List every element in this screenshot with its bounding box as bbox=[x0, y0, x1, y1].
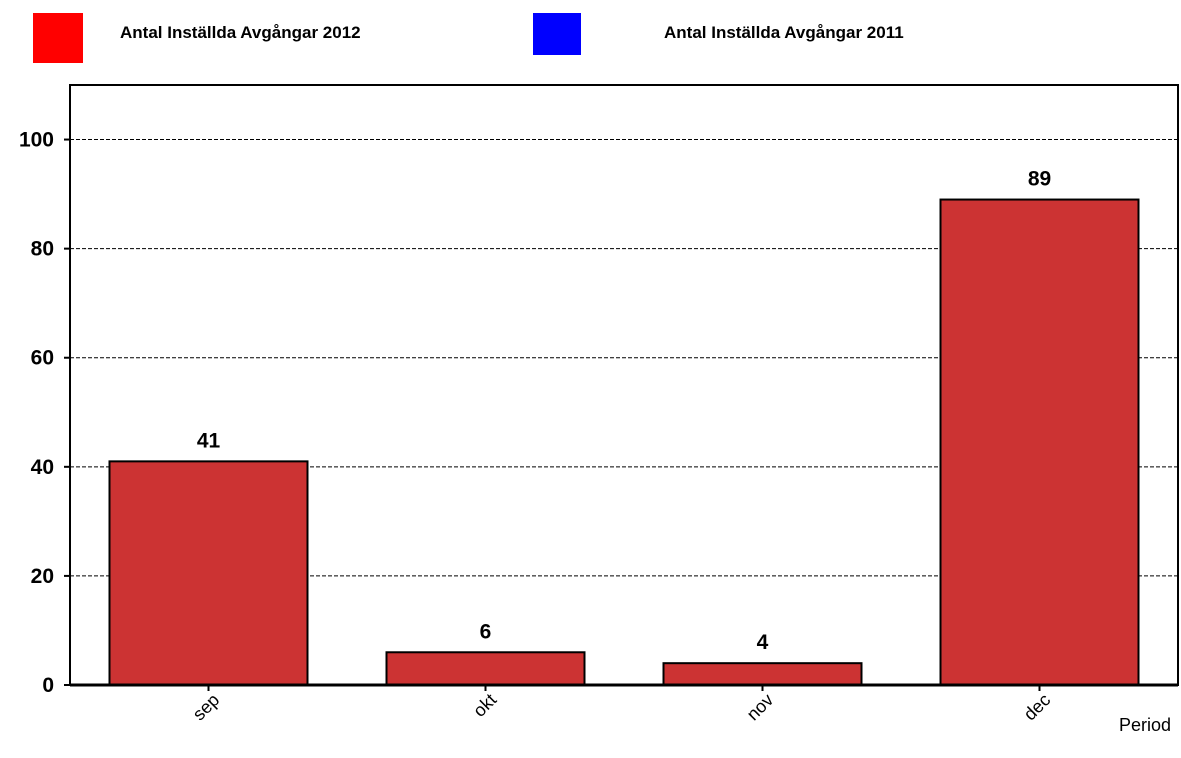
x-axis-title: Period bbox=[1119, 715, 1171, 735]
data-labels: 41 6 4 89 bbox=[197, 168, 1051, 655]
data-label-nov: 4 bbox=[757, 631, 769, 654]
y-axis-ticks: 0 20 40 60 80 100 bbox=[19, 129, 70, 697]
data-label-dec: 89 bbox=[1028, 168, 1051, 191]
x-axis-ticks: sep okt nov dec bbox=[189, 685, 1055, 724]
y-tick-label: 20 bbox=[31, 565, 54, 588]
bar-dec bbox=[941, 200, 1139, 685]
legend-swatch-2012 bbox=[33, 13, 83, 63]
x-tick-label-dec: dec bbox=[1020, 690, 1055, 725]
x-tick-label-nov: nov bbox=[743, 690, 778, 725]
y-tick-label: 60 bbox=[31, 347, 54, 370]
y-tick-label: 40 bbox=[31, 456, 54, 479]
legend-label-2012: Antal Inställda Avgångar 2012 bbox=[120, 23, 361, 42]
data-label-sep: 41 bbox=[197, 429, 221, 452]
y-tick-label: 0 bbox=[42, 674, 54, 697]
bar-nov bbox=[664, 663, 862, 685]
y-tick-label: 100 bbox=[19, 129, 54, 152]
legend-swatch-2011 bbox=[533, 13, 581, 55]
legend: Antal Inställda Avgångar 2012 Antal Inst… bbox=[33, 13, 904, 63]
legend-label-2011: Antal Inställda Avgångar 2011 bbox=[664, 23, 904, 42]
y-tick-label: 80 bbox=[31, 238, 54, 261]
data-label-okt: 6 bbox=[480, 620, 492, 643]
bars bbox=[110, 200, 1139, 685]
plot-area: 41 6 4 89 bbox=[70, 85, 1178, 685]
x-tick-label-okt: okt bbox=[469, 690, 500, 721]
bar-okt bbox=[387, 652, 585, 685]
x-tick-label-sep: sep bbox=[189, 690, 224, 725]
bar-sep bbox=[110, 461, 308, 685]
